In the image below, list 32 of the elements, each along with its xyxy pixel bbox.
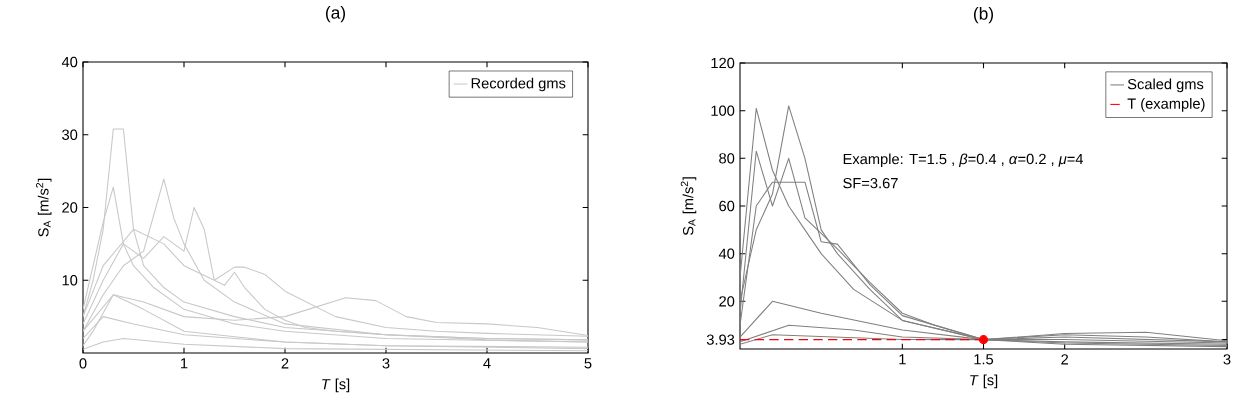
x-tick-label: 1 bbox=[181, 358, 188, 369]
x-tick-label: 3 bbox=[382, 358, 390, 369]
y-tick-label: 30 bbox=[62, 129, 78, 140]
y-tick-label: 3.93 bbox=[706, 334, 735, 345]
x-tick-label: 3 bbox=[1223, 354, 1231, 365]
legend-label: Scaled gms bbox=[1127, 78, 1204, 93]
annotation: SF=3.67 bbox=[843, 177, 898, 189]
annotation: Example: T=1.5 , β=0.4 , α=0.2 , μ=4 bbox=[843, 153, 1084, 168]
y-tick-label: 60 bbox=[719, 200, 735, 212]
legend-label: T (example) bbox=[1127, 98, 1205, 112]
x-axis-title: T [s] bbox=[970, 374, 998, 389]
y-tick-label: 10 bbox=[62, 275, 78, 286]
y-axis-title: S$_{A}$ [m/s$^{2}$] bbox=[680, 177, 697, 236]
x-tick-label: 0 bbox=[79, 358, 87, 369]
y-axis-title: S$_{A}$ [m/s$^{2}$] bbox=[35, 178, 52, 237]
y-tick-label: 100 bbox=[711, 105, 735, 116]
y-tick-label: 20 bbox=[719, 296, 735, 307]
chart-title: (b) bbox=[973, 7, 994, 24]
y-tick-label: 20 bbox=[62, 202, 78, 213]
x-tick-label: 1 bbox=[899, 354, 906, 365]
x-tick-label: 2 bbox=[281, 358, 289, 369]
x-tick-label: 1.5 bbox=[974, 354, 994, 365]
y-tick-label: 80 bbox=[719, 153, 735, 164]
y-tick-label: 40 bbox=[61, 56, 78, 68]
chart-title: (a) bbox=[325, 6, 346, 23]
legend-label: Recorded gms bbox=[471, 77, 566, 92]
x-tick-label: 4 bbox=[483, 358, 491, 369]
x-tick-label: 2 bbox=[1061, 354, 1069, 365]
y-tick-label: 120 bbox=[711, 57, 735, 69]
x-axis-title: T [s] bbox=[322, 378, 350, 393]
x-tick-label: 5 bbox=[584, 358, 592, 369]
y-tick-label: 40 bbox=[718, 248, 735, 259]
